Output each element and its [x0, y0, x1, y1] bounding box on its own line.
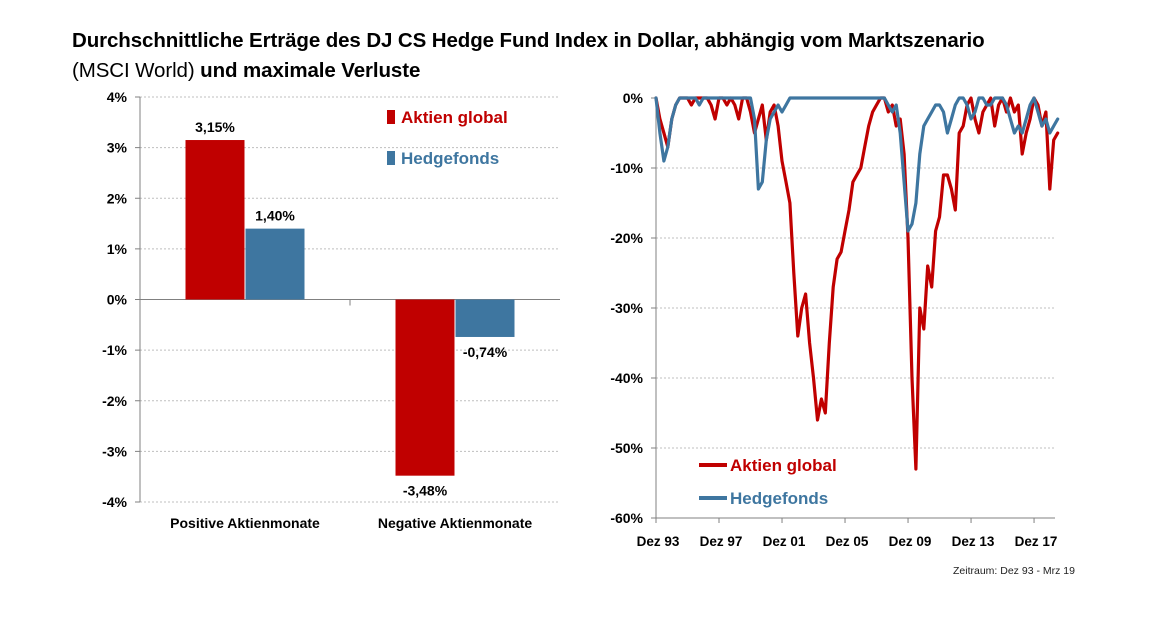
legend-label-aktien-global: Aktien global [730, 456, 837, 475]
y-tick-label: -60% [610, 510, 643, 526]
bar-data-label: -3,48% [403, 483, 448, 499]
bar-data-label: 1,40% [255, 208, 295, 224]
y-tick-label: -2% [102, 393, 127, 409]
y-tick-label: -50% [610, 440, 643, 456]
bar-hedgefonds [455, 299, 515, 337]
x-tick-label: Dez 01 [763, 534, 806, 549]
x-tick-label: Dez 17 [1015, 534, 1058, 549]
y-tick-label: -3% [102, 443, 127, 459]
legend-swatch-hedgefonds [387, 151, 395, 165]
y-tick-label: -4% [102, 494, 127, 510]
y-tick-label: 0% [107, 292, 128, 308]
bar-aktien-global [185, 140, 245, 300]
title-line-2: (MSCI World) und maximale Verluste [72, 56, 985, 86]
title-line-1: Durchschnittliche Erträge des DJ CS Hedg… [72, 29, 985, 52]
bar-data-label: 3,15% [195, 119, 235, 135]
bar-data-label: -0,74% [463, 344, 508, 360]
category-label: Positive Aktienmonate [170, 515, 320, 531]
y-tick-label: -20% [610, 230, 643, 246]
series-line-hedgefonds [654, 96, 1060, 233]
y-tick-label: -30% [610, 300, 643, 316]
y-tick-label: -40% [610, 370, 643, 386]
x-tick-label: Dez 93 [637, 534, 680, 549]
y-tick-label: 4% [107, 89, 128, 105]
legend-label-hedgefonds: Hedgefonds [401, 149, 499, 168]
legend-swatch-aktien-global [387, 110, 395, 124]
x-tick-label: Dez 13 [952, 534, 995, 549]
legend-label-hedgefonds: Hedgefonds [730, 489, 828, 508]
legend-label-aktien-global: Aktien global [401, 108, 508, 127]
x-tick-label: Dez 97 [700, 534, 743, 549]
category-label: Negative Aktienmonate [378, 515, 533, 531]
chart-title: Durchschnittliche Erträge des DJ CS Hedg… [72, 26, 985, 86]
series-line-aktien-global [654, 96, 1060, 471]
title-line-2-regular: (MSCI World) [72, 59, 195, 82]
bar-hedgefonds [245, 228, 305, 300]
y-tick-label: 3% [107, 140, 128, 156]
bar-aktien-global [395, 299, 455, 476]
footnote: Zeitraum: Dez 93 - Mrz 19 [953, 565, 1075, 577]
y-tick-label: -1% [102, 342, 127, 358]
y-tick-label: 0% [623, 90, 644, 106]
x-tick-label: Dez 09 [889, 534, 932, 549]
y-tick-label: 2% [107, 190, 128, 206]
y-tick-label: -10% [610, 160, 643, 176]
title-line-2-bold: und maximale Verluste [200, 59, 421, 82]
y-tick-label: 1% [107, 241, 128, 257]
x-tick-label: Dez 05 [826, 534, 869, 549]
